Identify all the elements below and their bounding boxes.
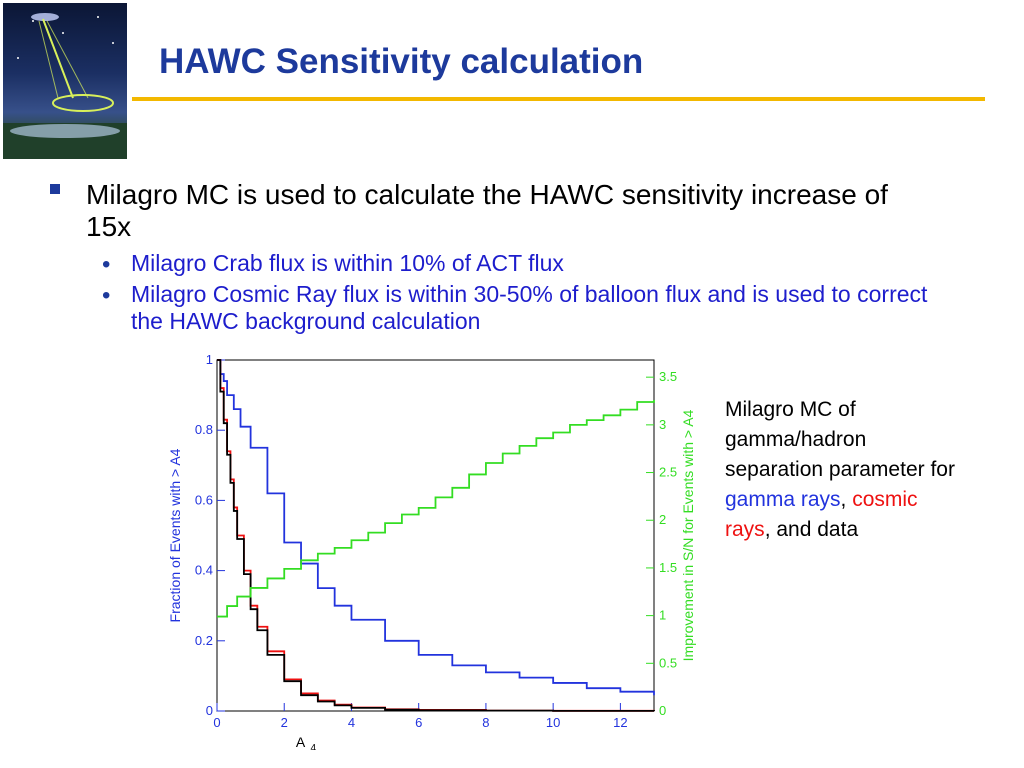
hawc-logo-image [3,3,127,159]
caption-intro: Milagro MC of gamma/hadron separation pa… [725,398,955,481]
x-tick-label: 8 [482,715,489,730]
sub-bullet-dot-icon: • [102,251,111,278]
y-tick-label-right: 1.5 [659,560,677,575]
y-tick-label-right: 2 [659,512,666,527]
series-line-data [217,359,655,712]
y-tick-label-left: 0.6 [195,492,213,507]
x-tick-label: 4 [348,715,355,730]
y-tick-label-left: 0 [206,703,213,718]
x-tick-label: 12 [613,715,627,730]
y-tick-label-right: 2.5 [659,465,677,480]
title-underline [132,97,985,101]
y-tick-label-left: 0.8 [195,422,213,437]
y-tick-label-right: 0 [659,703,666,718]
caption-gamma-rays: gamma rays [725,488,841,511]
sub-bullet-2: Milagro Cosmic Ray flux is within 30-50%… [131,281,928,334]
sub-bullet-1: Milagro Crab flux is within 10% of ACT f… [131,250,564,276]
y-tick-label-right: 3 [659,417,666,432]
chart-caption: Milagro MC of gamma/hadron separation pa… [725,395,955,545]
series-line-cosmic-rays [217,359,655,712]
y-tick-label-left: 0.2 [195,633,213,648]
caption-data: data [817,518,859,541]
plot-frame [216,359,655,712]
y-tick-label-left: 1 [206,352,213,367]
sub-bullet-dot-icon: • [102,282,111,309]
x-axis-label: A [296,734,306,750]
bullet-square-icon [50,184,60,194]
x-tick-label: 10 [546,715,560,730]
caption-separator-2: , and [764,518,812,541]
y-axis-label-right: Improvement in S/N for Events with > A4 [680,409,696,661]
x-axis-label-subscript: 4 [311,743,317,750]
y-tick-label-left: 0.4 [195,563,213,578]
x-tick-label: 2 [281,715,288,730]
slide-title: HAWC Sensitivity calculation [159,42,644,81]
y-axis-label-left: Fraction of Events with > A4 [167,448,183,622]
y-tick-label-right: 0.5 [659,655,677,670]
x-tick-label: 6 [415,715,422,730]
sensitivity-chart: 0 2 4 6 8 10 1200.20.40.60.8100.511.522.533.5A… [167,352,696,750]
observatory-illustration-icon [3,13,127,159]
x-tick-label: 0 [213,715,220,730]
y-tick-label-right: 3.5 [659,369,677,384]
series-line-gamma-rays [217,359,655,696]
series-line-improvement [217,400,655,618]
caption-cosmic-rays: cosmic rays [725,488,918,541]
caption-separator-1: , [840,488,847,511]
y-tick-label-right: 1 [659,608,666,623]
main-bullet-text: Milagro MC is used to calculate the HAWC… [86,179,888,242]
